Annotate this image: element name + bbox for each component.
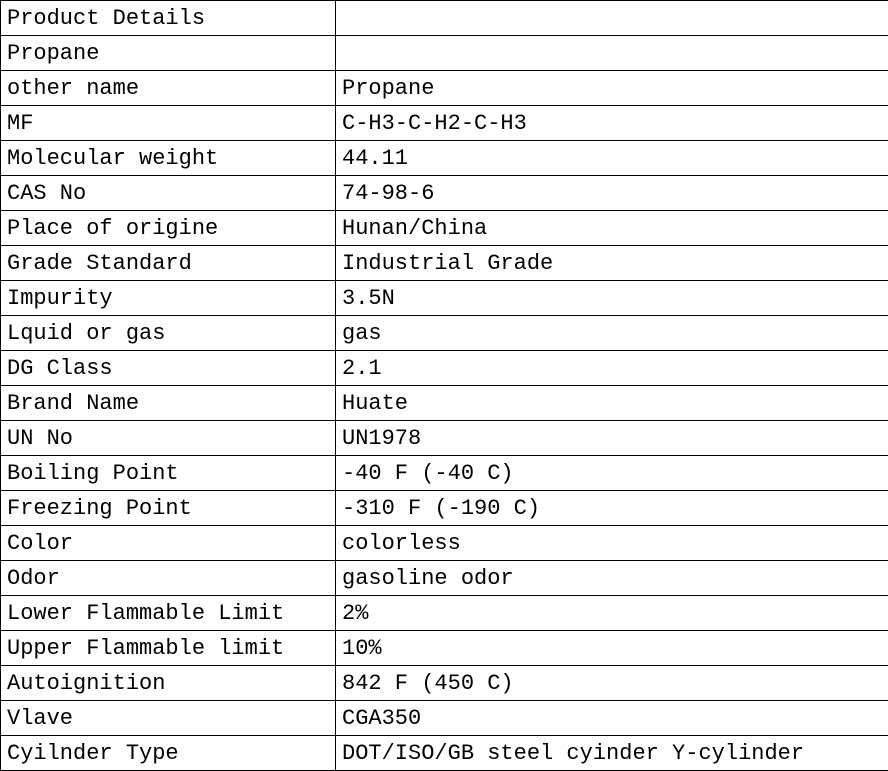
row-label: Freezing Point — [1, 491, 336, 526]
table-row: Grade Standard Industrial Grade — [1, 246, 888, 281]
table-row: other name Propane — [1, 71, 888, 106]
row-label: Product Details — [1, 1, 336, 36]
row-label: Impurity — [1, 281, 336, 316]
row-label: CAS No — [1, 176, 336, 211]
row-value: 10% — [336, 631, 888, 666]
table-row: Color colorless — [1, 526, 888, 561]
table-row: UN No UN1978 — [1, 421, 888, 456]
row-label: Upper Flammable limit — [1, 631, 336, 666]
row-label: Molecular weight — [1, 141, 336, 176]
row-value — [336, 36, 888, 71]
row-value: UN1978 — [336, 421, 888, 456]
row-label: MF — [1, 106, 336, 141]
row-label: Odor — [1, 561, 336, 596]
table-row: Cyilnder Type DOT/ISO/GB steel cyinder Y… — [1, 736, 888, 771]
row-label: Autoignition — [1, 666, 336, 701]
row-value: colorless — [336, 526, 888, 561]
row-value: Industrial Grade — [336, 246, 888, 281]
table-row: Lquid or gas gas — [1, 316, 888, 351]
row-label: Vlave — [1, 701, 336, 736]
row-value: Huate — [336, 386, 888, 421]
table-row: Product Details — [1, 1, 888, 36]
row-label: Brand Name — [1, 386, 336, 421]
table-row: Propane — [1, 36, 888, 71]
table-row: Upper Flammable limit 10% — [1, 631, 888, 666]
row-value: 44.11 — [336, 141, 888, 176]
row-value: -40 F (-40 C) — [336, 456, 888, 491]
row-label: UN No — [1, 421, 336, 456]
row-label: DG Class — [1, 351, 336, 386]
table-row: Place of origine Hunan/China — [1, 211, 888, 246]
row-value: 74-98-6 — [336, 176, 888, 211]
row-value — [336, 1, 888, 36]
row-value: 842 F (450 C) — [336, 666, 888, 701]
row-value: 2.1 — [336, 351, 888, 386]
table-body: Product Details Propane other name Propa… — [1, 1, 888, 771]
row-value: 3.5N — [336, 281, 888, 316]
table-row: DG Class 2.1 — [1, 351, 888, 386]
table-row: Boiling Point -40 F (-40 C) — [1, 456, 888, 491]
row-label: Cyilnder Type — [1, 736, 336, 771]
row-label: Propane — [1, 36, 336, 71]
table-row: CAS No 74-98-6 — [1, 176, 888, 211]
row-label: Boiling Point — [1, 456, 336, 491]
row-label: Color — [1, 526, 336, 561]
table-row: MF C-H3-C-H2-C-H3 — [1, 106, 888, 141]
table-row: Molecular weight 44.11 — [1, 141, 888, 176]
row-value: gas — [336, 316, 888, 351]
row-label: Place of origine — [1, 211, 336, 246]
row-value: DOT/ISO/GB steel cyinder Y-cylinder — [336, 736, 888, 771]
table-row: Impurity 3.5N — [1, 281, 888, 316]
row-label: Grade Standard — [1, 246, 336, 281]
table-row: Vlave CGA350 — [1, 701, 888, 736]
row-label: Lquid or gas — [1, 316, 336, 351]
row-value: Propane — [336, 71, 888, 106]
table-row: Autoignition 842 F (450 C) — [1, 666, 888, 701]
row-value: CGA350 — [336, 701, 888, 736]
row-value: C-H3-C-H2-C-H3 — [336, 106, 888, 141]
row-label: Lower Flammable Limit — [1, 596, 336, 631]
product-details-table: Product Details Propane other name Propa… — [0, 0, 888, 771]
table-row: Lower Flammable Limit 2% — [1, 596, 888, 631]
row-value: 2% — [336, 596, 888, 631]
row-value: -310 F (-190 C) — [336, 491, 888, 526]
row-value: gasoline odor — [336, 561, 888, 596]
row-value: Hunan/China — [336, 211, 888, 246]
table-row: Freezing Point -310 F (-190 C) — [1, 491, 888, 526]
row-label: other name — [1, 71, 336, 106]
table-row: Odor gasoline odor — [1, 561, 888, 596]
table-row: Brand Name Huate — [1, 386, 888, 421]
